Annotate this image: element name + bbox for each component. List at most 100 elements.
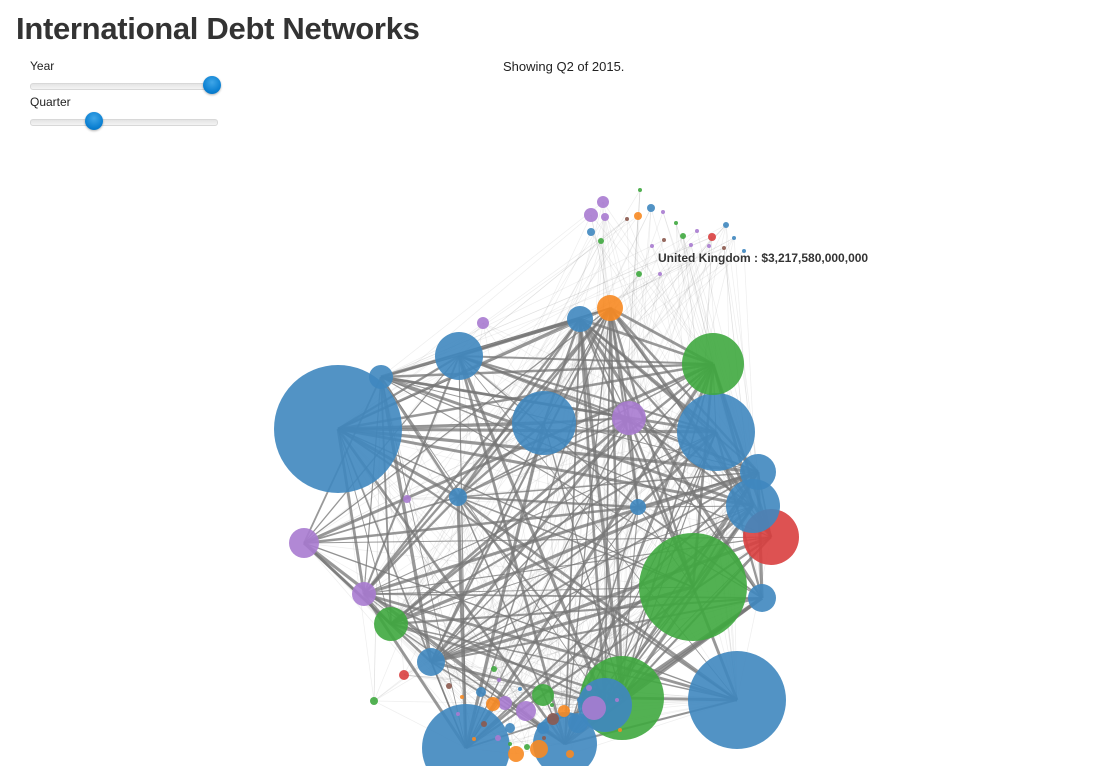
country-node[interactable] [274,365,402,493]
country-node[interactable] [695,229,699,233]
country-node[interactable] [446,683,452,689]
country-node[interactable] [486,697,500,711]
country-node[interactable] [370,697,378,705]
country-node[interactable] [542,736,546,740]
country-node[interactable] [550,703,554,707]
country-node[interactable] [374,607,408,641]
country-node[interactable] [742,249,746,253]
country-node[interactable] [586,685,592,691]
country-node[interactable] [748,584,776,612]
country-node[interactable] [587,228,595,236]
country-node[interactable] [601,213,609,221]
country-node[interactable] [682,333,744,395]
country-node[interactable] [289,528,319,558]
country-node[interactable] [505,723,515,733]
country-node[interactable] [722,246,726,250]
country-node[interactable] [449,488,467,506]
country-node[interactable] [477,317,489,329]
country-node[interactable] [639,533,747,641]
edge-faint [337,224,727,430]
country-node[interactable] [567,306,593,332]
quarter-slider[interactable] [30,112,218,130]
edge-faint [579,240,602,320]
edge-faint [482,322,717,433]
country-node[interactable] [460,695,464,699]
country-node[interactable] [598,238,604,244]
country-node[interactable] [615,698,619,702]
country-node[interactable] [662,238,666,242]
country-node[interactable] [472,737,476,741]
edge-faint [590,214,714,365]
country-node[interactable] [568,713,588,733]
country-node[interactable] [597,196,609,208]
country-node[interactable] [476,687,486,697]
country-node[interactable] [422,704,510,766]
country-node[interactable] [547,713,559,725]
country-node[interactable] [508,746,524,762]
country-node[interactable] [625,217,629,221]
edge-faint [708,245,738,701]
network-nodes[interactable] [274,188,799,766]
country-node[interactable] [689,243,693,247]
year-slider-handle[interactable] [203,76,221,94]
country-node[interactable] [399,670,409,680]
quarter-slider-handle[interactable] [85,112,104,130]
country-node[interactable] [558,705,570,717]
edge-strong [457,417,630,498]
country-node[interactable] [417,648,445,676]
year-slider[interactable] [30,76,221,94]
country-node[interactable] [524,744,530,750]
country-node[interactable] [481,721,487,727]
edge-strong [429,417,631,663]
country-node[interactable] [726,479,780,533]
country-node[interactable] [584,208,598,222]
edge-faint [337,230,698,430]
country-node[interactable] [435,332,483,380]
country-node[interactable] [658,272,662,276]
country-node[interactable] [518,687,522,691]
country-node[interactable] [516,701,536,721]
country-node[interactable] [497,678,501,682]
country-node[interactable] [650,244,654,248]
country-node[interactable] [456,712,460,716]
country-node[interactable] [636,271,642,277]
country-node[interactable] [566,750,574,758]
country-node[interactable] [495,735,501,741]
country-node[interactable] [582,696,606,720]
edge-strong [564,318,581,745]
country-node[interactable] [688,651,786,749]
country-node[interactable] [532,684,554,706]
country-node[interactable] [512,391,576,455]
country-node[interactable] [680,233,686,239]
country-node[interactable] [677,393,755,471]
edge-strong [380,362,714,379]
country-node[interactable] [352,582,376,606]
country-node[interactable] [634,212,642,220]
country-node[interactable] [577,697,583,703]
country-node[interactable] [498,696,512,710]
country-node[interactable] [708,233,716,241]
country-node[interactable] [491,666,497,672]
country-node[interactable] [618,728,622,732]
country-node[interactable] [369,365,393,389]
country-node[interactable] [638,188,642,192]
edge-strong [464,363,715,749]
country-node[interactable] [597,295,623,321]
edge-strong [380,375,630,420]
country-node[interactable] [674,221,678,225]
country-node[interactable] [723,222,729,228]
country-node[interactable] [740,454,776,490]
country-node[interactable] [630,499,646,515]
country-node[interactable] [707,244,711,248]
country-node[interactable] [508,742,512,746]
country-node[interactable] [403,495,411,503]
country-node[interactable] [647,204,655,212]
country-node[interactable] [530,740,548,758]
quarter-slider-track[interactable] [30,119,218,126]
country-node[interactable] [661,210,665,214]
country-node[interactable] [612,401,646,435]
country-node[interactable] [537,722,549,734]
edge-faint [373,496,459,702]
country-node[interactable] [732,236,736,240]
